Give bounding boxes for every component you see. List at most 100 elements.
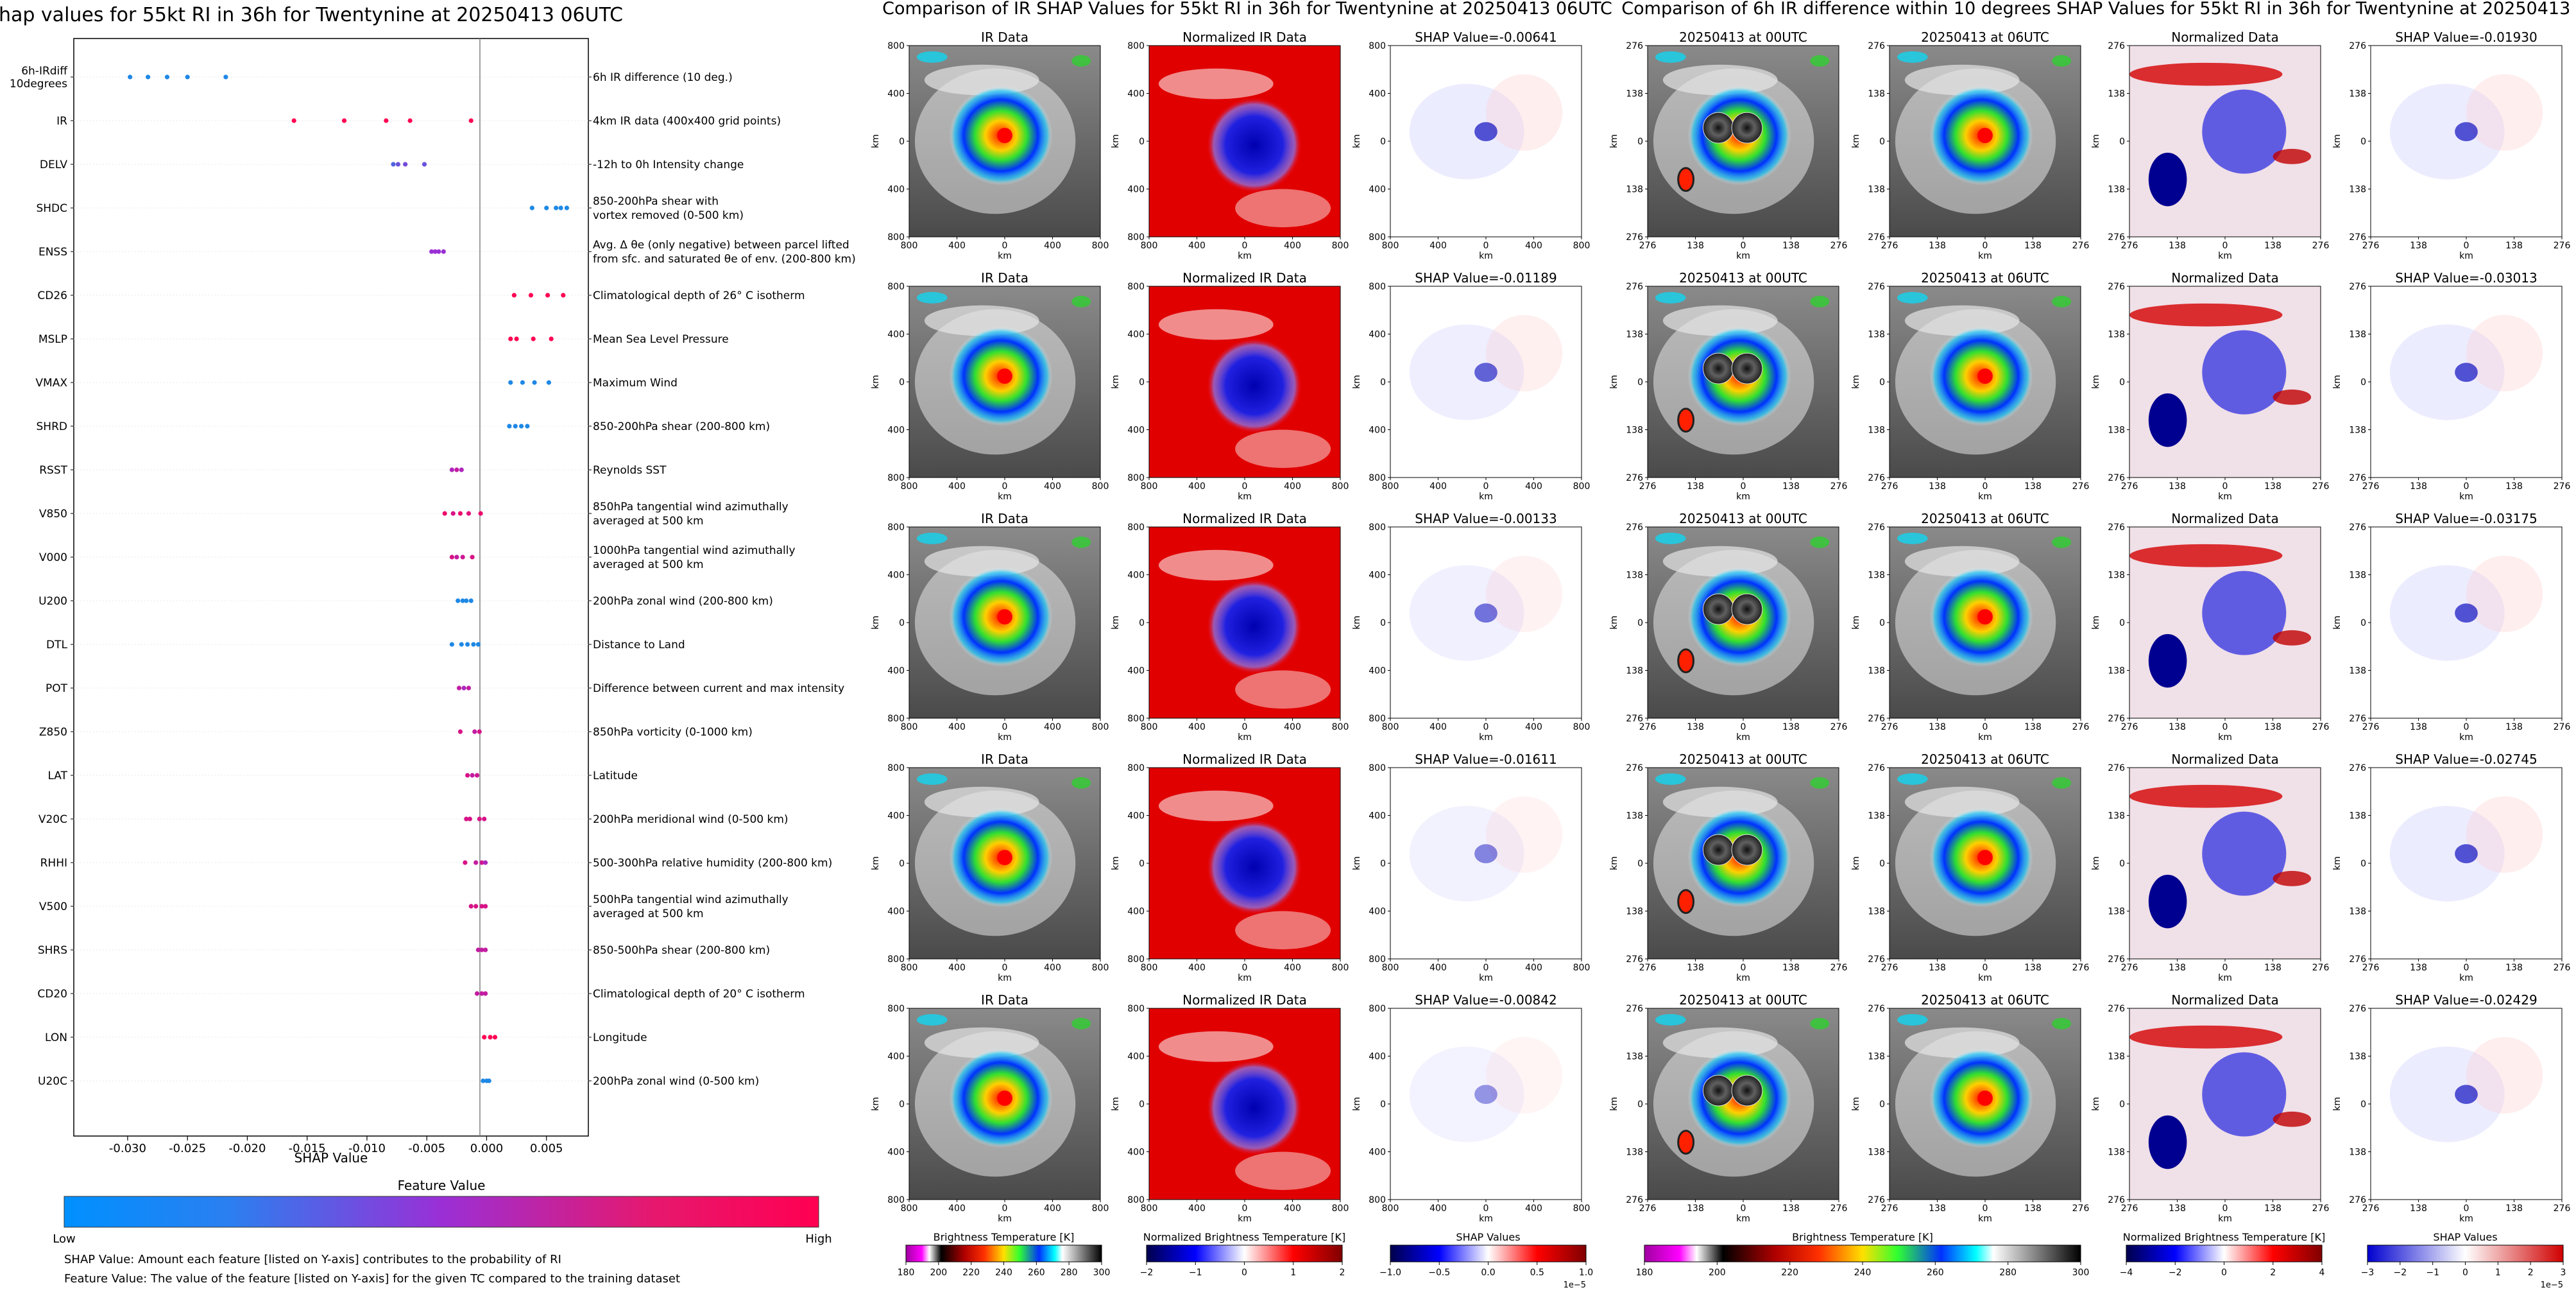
y-tick-label: 400: [1127, 666, 1145, 676]
y-tick-label: 800: [1127, 714, 1145, 724]
x-tick-label: 138: [2264, 722, 2282, 732]
shap-point: [185, 74, 190, 80]
y-tick-label: 276: [1626, 1195, 1643, 1205]
x-axis-label: km: [998, 1214, 1012, 1224]
subplot-title: SHAP Value=-0.00133: [1415, 511, 1557, 526]
feature-row: SHRD 850-200hPa shear (200-800 km): [37, 420, 771, 433]
feature-label: LON: [45, 1031, 67, 1044]
y-tick-label: 800: [1127, 473, 1145, 483]
shap-positive-region: [1486, 796, 1563, 873]
y-tick-label: 0: [2119, 859, 2125, 869]
x-tick-label: 138: [1929, 481, 1946, 492]
x-tick-label: 276: [2121, 481, 2138, 492]
cold-spot: [997, 1090, 1012, 1106]
x-axis-label: km: [1479, 251, 1493, 261]
y-tick-label: 276: [2108, 714, 2125, 724]
note-shap-value: SHAP Value: Amount each feature [listed …: [64, 1253, 561, 1266]
y-tick-label: 800: [1127, 954, 1145, 965]
norm-core: [1206, 578, 1302, 675]
cold-spot: [2148, 874, 2187, 929]
feature-row: LON Longitude: [45, 1031, 647, 1044]
feature-label: ENSS: [38, 246, 67, 259]
x-tick-label: 0: [2464, 963, 2469, 973]
ir-06utc-image: 20250413 at 06UTC27627613813800138138276…: [1851, 752, 2089, 983]
norm-band: [1158, 790, 1274, 822]
y-tick-label: 276: [1868, 763, 1885, 773]
feature-label: RSST: [39, 464, 67, 477]
cold-cloud: [1071, 536, 1091, 548]
subplot-title: Normalized IR Data: [1182, 30, 1307, 45]
feature-label: V850: [39, 508, 67, 521]
x-tick-label: 276: [2362, 241, 2380, 251]
x-tick-label: 800: [1382, 241, 1399, 251]
shap-positive-region: [1486, 74, 1563, 151]
colorbar-tick-label: 2: [2270, 1268, 2276, 1278]
warm-band: [2129, 62, 2283, 86]
feature-label: U200: [38, 595, 67, 608]
colorbar-tick-label: 280: [1999, 1268, 2017, 1278]
shap-background: [2371, 527, 2562, 718]
y-tick-label: 800: [1127, 522, 1145, 533]
x-tick-label: 400: [948, 1203, 966, 1214]
x-tick-label: 276: [1881, 481, 1898, 492]
y-tick-label: 138: [2349, 89, 2366, 99]
shap-point: [482, 816, 487, 822]
shap-point: [481, 1078, 486, 1083]
irdiff-shap-image: SHAP Value=-0.03175276276138138001381382…: [2332, 511, 2570, 743]
x-tick-label: 400: [1429, 481, 1447, 492]
irdiff-colorbar: Brightness Temperature [K] 180 200 220 240 26…: [1636, 1231, 2090, 1278]
feature-description: averaged at 500 km: [593, 908, 704, 920]
x-tick-label: 0: [1483, 481, 1489, 492]
colorbar-tick-label: 200: [930, 1268, 947, 1278]
cold-spot: [2148, 1115, 2187, 1169]
feature-row: RHHI 500-300hPa relative humidity (200-80…: [40, 857, 833, 870]
y-axis-label: km: [1851, 375, 1861, 389]
y-tick-label: 800: [887, 763, 905, 773]
shap-point: [291, 118, 296, 123]
colorbar-label: SHAP Values: [1456, 1231, 1520, 1243]
y-axis-label: km: [1111, 134, 1121, 148]
shap-positive-region: [2466, 796, 2543, 873]
y-tick-label: 138: [1868, 330, 1885, 340]
normalized-ir-image: Normalized IR Data8008004004000040040080…: [1111, 30, 1349, 261]
shap-point: [463, 860, 468, 865]
colorbar-gradient: [2126, 1245, 2323, 1262]
y-tick-label: 800: [1127, 41, 1145, 51]
subplot-title: 20250413 at 00UTC: [1679, 752, 1807, 767]
shap-point: [468, 118, 473, 123]
subplot-title: Normalized Data: [2171, 992, 2279, 1008]
shap-point: [449, 642, 454, 647]
x-tick-label: 800: [1573, 963, 1591, 973]
y-tick-label: 400: [887, 666, 905, 676]
cold-cloud: [1810, 295, 1830, 307]
colorbar-tick-label: 1: [1290, 1268, 1296, 1278]
y-tick-label: 0: [1380, 137, 1386, 147]
y-tick-label: 138: [2108, 1052, 2125, 1062]
x-axis-label: km: [2459, 251, 2473, 261]
x-tick-label: 0: [1002, 722, 1008, 732]
x-tick-label: 138: [1782, 241, 1800, 251]
norm-band: [1235, 1151, 1331, 1191]
y-tick-label: 800: [887, 954, 905, 965]
y-tick-label: 0: [1637, 137, 1643, 147]
y-tick-label: 276: [1868, 714, 1885, 724]
x-tick-label: 276: [1881, 1203, 1898, 1214]
x-tick-label: 400: [1429, 963, 1447, 973]
subplot-title: IR Data: [981, 30, 1028, 45]
y-tick-label: 400: [887, 571, 905, 581]
shap-point: [531, 336, 536, 341]
y-tick-label: 138: [1626, 330, 1643, 340]
shap-point: [473, 860, 479, 865]
cool-core: [2202, 571, 2287, 655]
summary-title: Shap values for 55kt RI in 36h for Twent…: [0, 4, 623, 26]
y-tick-label: 138: [1868, 1052, 1885, 1062]
x-tick-label: 0: [1741, 241, 1746, 251]
norm-band: [1235, 189, 1331, 228]
x-tick-label: 800: [1573, 241, 1591, 251]
feature-description: Latitude: [593, 770, 638, 782]
x-tick-label: 138: [2264, 963, 2282, 973]
y-tick-label: 138: [1626, 811, 1643, 822]
y-tick-label: 400: [1127, 1052, 1145, 1062]
